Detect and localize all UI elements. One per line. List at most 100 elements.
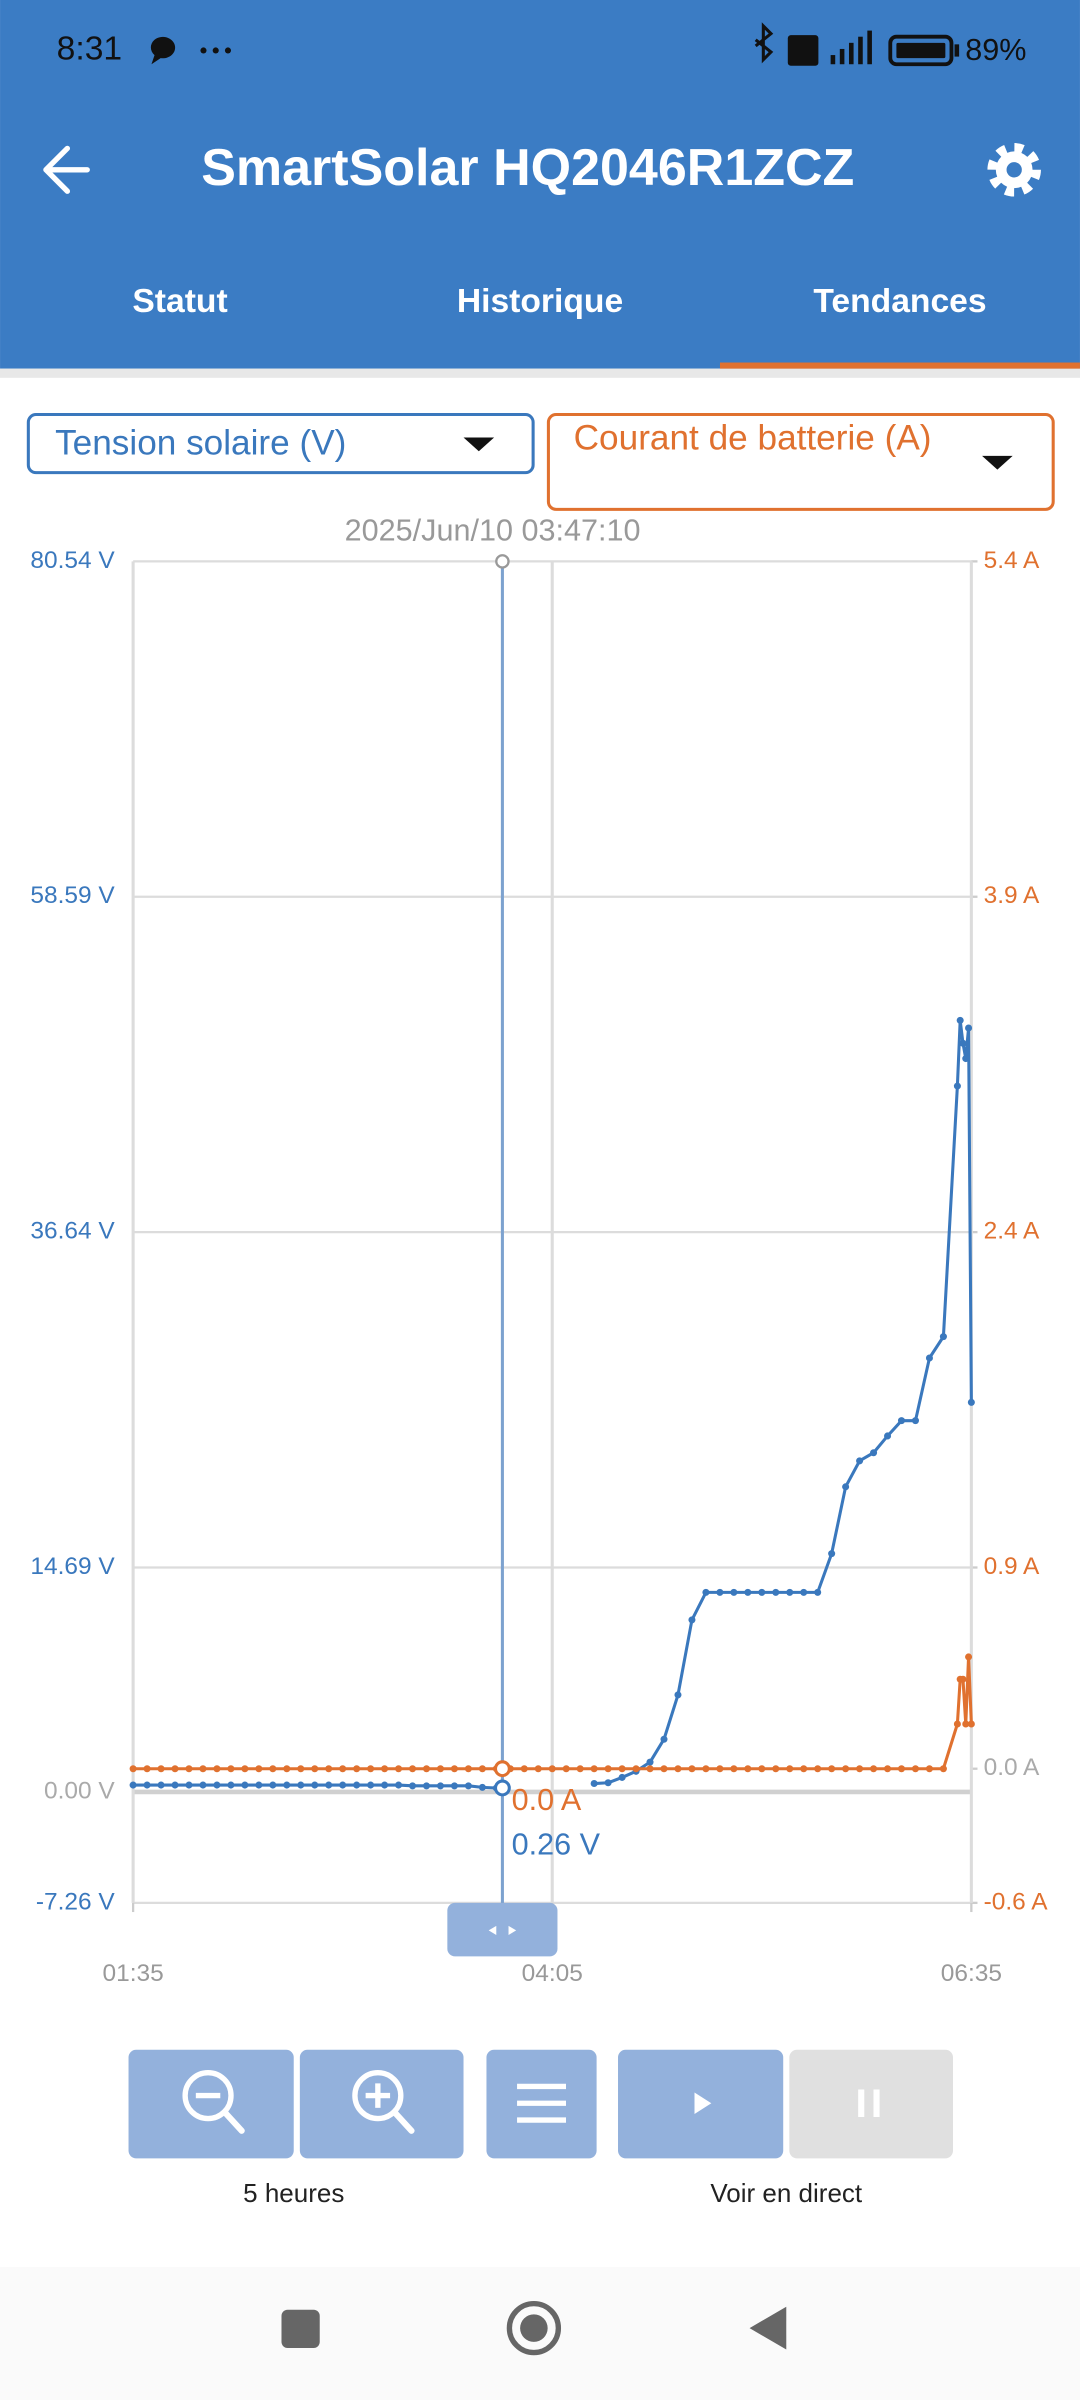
back-button[interactable] xyxy=(43,145,90,194)
series-selector-right-box: Courant de batterie (A) xyxy=(574,418,932,458)
data-point xyxy=(478,1765,486,1773)
data-point xyxy=(967,1398,975,1406)
menu-button[interactable] xyxy=(486,2049,597,2159)
status-time: 8:31 xyxy=(57,30,122,67)
data-point xyxy=(660,1735,668,1743)
data-point xyxy=(702,1765,710,1773)
cursor-handle[interactable] xyxy=(447,1902,558,1957)
data-point xyxy=(367,1781,375,1789)
data-point xyxy=(786,1765,794,1773)
pause-button[interactable] xyxy=(789,2049,954,2159)
data-point xyxy=(199,1781,207,1789)
data-point xyxy=(227,1781,235,1789)
plot: -7.26 V 0.00 V 14.69 V 36.64 V 58.59 V 80.54 … xyxy=(30,513,1048,1987)
y-tick-label: 80.54 V xyxy=(30,547,115,574)
data-point xyxy=(353,1781,361,1789)
data-point xyxy=(897,1765,906,1773)
data-point xyxy=(842,1765,850,1773)
data-point xyxy=(897,1417,906,1425)
data-point xyxy=(339,1765,347,1773)
data-point xyxy=(939,1333,947,1341)
data-point xyxy=(213,1781,221,1789)
data-point xyxy=(814,1588,822,1596)
cursor-handle-arrows xyxy=(488,1925,517,1935)
data-point xyxy=(814,1765,822,1773)
data-point xyxy=(800,1588,808,1596)
series-selector-left[interactable] xyxy=(26,413,535,475)
data-point xyxy=(325,1765,333,1773)
series-selector-right[interactable] xyxy=(546,413,1055,511)
data-point xyxy=(255,1765,263,1773)
battery-icon xyxy=(888,34,954,67)
device-title: SmartSolar HQ2046R1ZCZ xyxy=(201,139,854,197)
cursor-current xyxy=(493,1760,511,1778)
data-point xyxy=(800,1765,808,1773)
series-selector-left-text: Tension solaire (V) xyxy=(55,423,346,462)
x-tick-label: 04:05 xyxy=(522,1960,583,1987)
data-point xyxy=(297,1781,305,1789)
data-point xyxy=(422,1765,431,1773)
data-point xyxy=(297,1765,305,1773)
data-point xyxy=(604,1779,612,1787)
nav-back[interactable] xyxy=(749,2306,787,2350)
x-tick-label: 06:35 xyxy=(941,1960,1002,1987)
data-point xyxy=(436,1782,444,1790)
data-point xyxy=(870,1765,878,1773)
tab[interactable]: Historique xyxy=(457,283,623,320)
data-point xyxy=(911,1417,919,1425)
settings-button[interactable] xyxy=(987,143,1041,197)
data-point xyxy=(311,1781,319,1789)
cursor-current-label: 0.0 A xyxy=(512,1783,582,1817)
data-point xyxy=(436,1765,444,1773)
tab[interactable]: Tendances xyxy=(813,283,986,320)
data-point xyxy=(241,1765,249,1773)
data-point xyxy=(395,1781,403,1789)
data-point xyxy=(730,1588,738,1596)
data-point xyxy=(730,1765,738,1773)
y-tick-label: -7.26 V xyxy=(36,1888,116,1915)
data-point xyxy=(143,1781,151,1789)
data-point xyxy=(143,1765,151,1773)
nav-home[interactable] xyxy=(506,2300,562,2356)
data-point xyxy=(604,1765,612,1773)
data-point xyxy=(618,1773,626,1781)
data-point xyxy=(953,1082,961,1090)
volte-icon xyxy=(787,35,819,66)
data-point xyxy=(562,1765,570,1773)
data-point xyxy=(450,1782,458,1790)
play-button[interactable] xyxy=(618,2049,784,2159)
tab[interactable]: Statut xyxy=(132,283,227,320)
data-point xyxy=(185,1765,193,1773)
data-point xyxy=(965,1653,973,1661)
data-point xyxy=(674,1765,682,1773)
data-point xyxy=(828,1765,836,1773)
cursor-voltage-label: 0.26 V xyxy=(512,1827,601,1861)
zoom-out-button[interactable] xyxy=(128,2049,294,2159)
y2-tick-label: 5.4 A xyxy=(984,547,1040,574)
data-point xyxy=(199,1765,207,1773)
data-point xyxy=(478,1783,486,1791)
nav-recents[interactable] xyxy=(281,2309,320,2348)
x-tick-label: 01:35 xyxy=(102,1960,163,1987)
data-point xyxy=(157,1765,165,1773)
data-point xyxy=(381,1781,389,1789)
data-point xyxy=(339,1781,347,1789)
y2-tick-label: 3.9 A xyxy=(984,882,1040,909)
data-point xyxy=(956,1016,964,1024)
data-point xyxy=(129,1781,137,1789)
data-point xyxy=(962,1055,970,1063)
y2-tick-label: 0.0 A xyxy=(984,1754,1040,1781)
data-point xyxy=(688,1765,696,1773)
battery-percent: 89% xyxy=(965,33,1026,67)
data-point xyxy=(157,1781,165,1789)
data-point xyxy=(269,1781,277,1789)
data-point xyxy=(965,1024,973,1032)
data-point xyxy=(828,1550,836,1558)
data-point xyxy=(241,1781,249,1789)
zoom-in-button[interactable] xyxy=(299,2049,464,2159)
data-point xyxy=(939,1765,947,1773)
data-point xyxy=(520,1765,528,1773)
data-point xyxy=(744,1765,752,1773)
